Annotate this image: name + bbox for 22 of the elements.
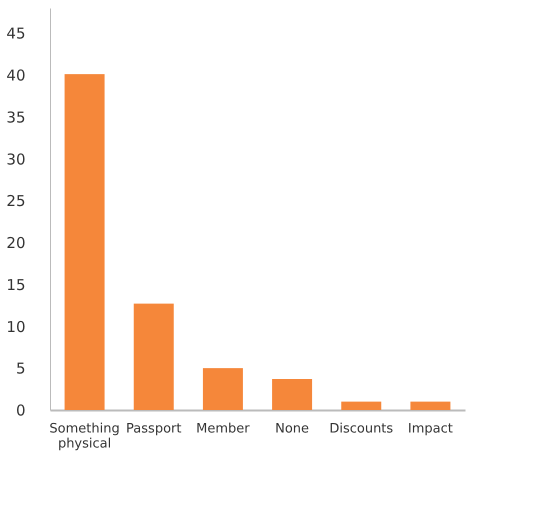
y-tick-label: 30	[6, 150, 26, 168]
bar	[410, 402, 450, 410]
y-tick-label: 45	[6, 24, 26, 43]
x-tick-label: None	[275, 422, 310, 436]
y-tick-label: 15	[6, 276, 26, 294]
x-tick-label: Member	[196, 422, 250, 436]
x-tick-label: Discounts	[329, 422, 394, 436]
y-tick-label: 10	[6, 318, 26, 336]
y-tick-label: 5	[16, 360, 26, 378]
y-tick-label: 0	[16, 402, 26, 420]
x-tick-label: Passport	[126, 422, 182, 436]
x-tick-label: Impact	[408, 422, 453, 436]
bar	[341, 402, 382, 410]
y-tick-label: 40	[6, 66, 26, 84]
bar	[134, 304, 174, 410]
y-tick-label: 25	[6, 192, 26, 210]
bar	[64, 74, 105, 410]
y-tick-label: 35	[6, 108, 26, 126]
bar	[272, 379, 312, 410]
bar	[202, 368, 243, 410]
y-tick-label: 20	[6, 234, 26, 252]
x-tick-label: Something physical	[49, 422, 120, 452]
